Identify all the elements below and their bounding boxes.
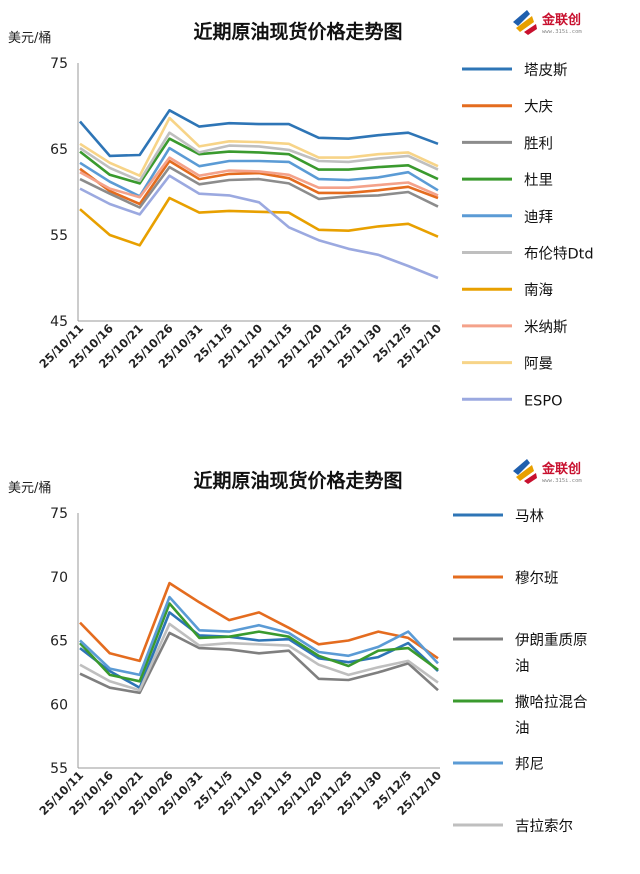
series-line [79, 631, 439, 695]
legend-label: 邦尼 [515, 756, 544, 773]
legend-label: 塔皮斯 [524, 62, 568, 79]
chart-title: 近期原油现货价格走势图 [193, 20, 402, 43]
legend-label: 油 [515, 720, 530, 737]
y-tick-label: 60 [50, 697, 68, 713]
y-tick-label: 70 [50, 570, 68, 586]
chart-panel-bottom: 近期原油现货价格走势图 美元/桶 金联创 www.315i.com 55 60 65… [0, 437, 640, 874]
logo-name: 金联创 [541, 12, 581, 28]
series-line [79, 131, 439, 183]
chart-panel-top: 近期原油现货价格走势图 美元/桶 金联创 www.315i.com 45 55 65… [8, 10, 594, 409]
y-axis-unit-label: 美元/桶 [8, 31, 51, 46]
logo-name: 金联创 [541, 461, 581, 477]
series-line [79, 116, 439, 177]
legend-label: 布伦特Dtd [524, 246, 594, 263]
legend-label: 米纳斯 [524, 319, 568, 336]
series-line [79, 174, 439, 280]
y-tick-label: 75 [50, 56, 68, 72]
series-line [79, 595, 439, 677]
y-tick-label: 45 [50, 314, 68, 330]
series-line [79, 196, 439, 247]
legend-label: ESPO [524, 393, 563, 409]
y-tick-label: 55 [50, 228, 68, 244]
logo-url: www.315i.com [542, 29, 582, 35]
legend-label: 马林 [515, 508, 544, 525]
line-chart-bottom: 近期原油现货价格走势图 美元/桶 金联创 www.315i.com 55 60 65… [8, 459, 588, 835]
y-tick-label: 55 [50, 761, 68, 777]
legend-label: 吉拉索尔 [515, 818, 573, 835]
series-line [79, 581, 439, 663]
legend-label: 伊朗重质原 [515, 632, 588, 649]
y-tick-label: 65 [50, 634, 68, 650]
series-line [79, 137, 439, 185]
series-line [79, 622, 439, 692]
legend-label: 撒哈拉混合 [515, 694, 588, 711]
legend-label: 杜里 [524, 172, 553, 189]
logo-mark-icon [513, 459, 537, 484]
legend-label: 南海 [524, 282, 553, 299]
series-line [79, 109, 439, 158]
y-tick-label: 65 [50, 142, 68, 158]
logo: 金联创 www.315i.com [513, 459, 582, 484]
logo-url: www.315i.com [542, 478, 582, 484]
chart-title: 近期原油现货价格走势图 [193, 469, 402, 492]
logo: 金联创 www.315i.com [513, 10, 582, 35]
series-line [79, 159, 439, 206]
y-axis-unit-label: 美元/桶 [8, 481, 51, 496]
legend-label: 胜利 [524, 135, 553, 152]
legend-label: 穆尔班 [515, 570, 559, 587]
logo-mark-icon [513, 10, 537, 35]
plot-area: 556065707525/10/1125/10/1625/10/2125/10/… [36, 506, 444, 818]
y-tick-label: 75 [50, 506, 68, 522]
plot-area: 4555657525/10/1125/10/1625/10/2125/10/26… [36, 56, 444, 371]
series-line [79, 156, 439, 199]
series-line [79, 165, 439, 209]
legend-label: 油 [515, 658, 530, 675]
legend-label: 阿曼 [524, 356, 553, 373]
line-chart-top: 近期原油现货价格走势图 美元/桶 金联创 www.315i.com 45 55 65… [8, 10, 594, 409]
series-line [79, 602, 439, 683]
legend-label: 迪拜 [524, 209, 553, 226]
legend-label: 大庆 [524, 99, 553, 116]
